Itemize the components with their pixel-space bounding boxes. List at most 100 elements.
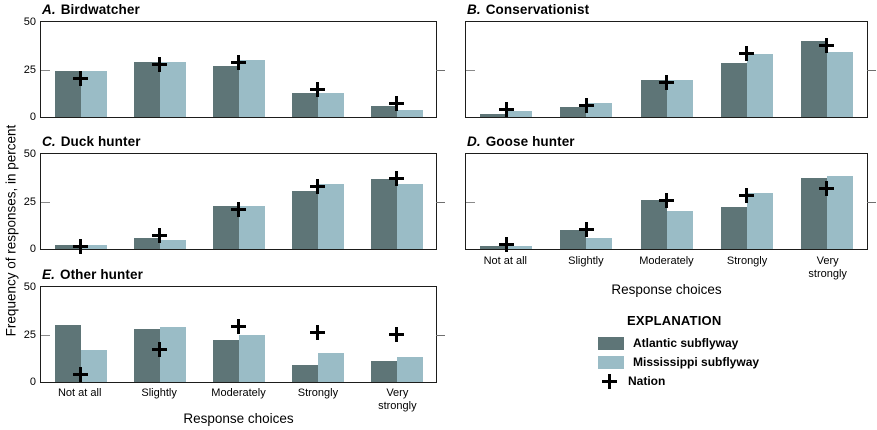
bar-group (199, 154, 278, 249)
bar-atlantic (720, 207, 747, 249)
nation-plus-marker (152, 56, 167, 72)
bar-group (707, 154, 787, 249)
x-category-label: Slightly (568, 255, 604, 267)
bar-pair (370, 179, 423, 249)
bar-pair (640, 79, 693, 117)
panel-d-title: D. Goose hunter (467, 134, 575, 149)
y-tick-mark (436, 334, 445, 336)
bar-pair (291, 92, 344, 117)
bar-pair (640, 199, 693, 249)
nation-plus-marker (231, 54, 246, 70)
bar-pair (480, 111, 533, 117)
bar-pair (370, 105, 423, 117)
bar-mississippi (396, 183, 423, 249)
bar-group (199, 287, 278, 382)
x-category-label: Very strongly (808, 255, 847, 280)
bar-group (120, 22, 199, 117)
nation-plus-marker (73, 367, 88, 383)
x-category-label: Strongly (726, 255, 768, 267)
bar-mississippi (238, 60, 265, 117)
legend-item-atlantic: Atlantic subflyway (598, 336, 808, 350)
nation-plus-marker (498, 102, 514, 118)
nation-plus-marker (152, 227, 167, 243)
y-tick-mark (41, 201, 50, 203)
y-tick-label: 50 (23, 281, 36, 293)
bar-atlantic (291, 191, 318, 249)
bar-atlantic (212, 206, 239, 249)
bar-pair (800, 40, 853, 117)
x-category-label: Moderately (639, 255, 694, 267)
bar-group (357, 287, 436, 382)
panel-title-text: Birdwatcher (60, 2, 140, 17)
y-tick-mark (41, 69, 50, 71)
bar-group (278, 22, 357, 117)
y-tick-mark (867, 201, 876, 203)
plot-other-hunter: 50 25 0 (24, 281, 445, 388)
panel-a-title: A. Birdwatcher (42, 2, 140, 17)
bar-atlantic (800, 40, 827, 117)
legend-item-mississippi: Mississippi subflyway (598, 355, 808, 369)
bar-atlantic (133, 62, 160, 117)
bar-mississippi (506, 111, 533, 117)
panel-title-text: Conservationist (485, 2, 590, 17)
y-tick-label: 0 (29, 111, 36, 123)
bar-mississippi (80, 350, 107, 382)
bar-mississippi (586, 237, 613, 249)
bar-atlantic (291, 365, 318, 382)
nation-plus-marker (819, 37, 835, 53)
nation-plus-marker (389, 170, 404, 186)
x-category-label: Strongly (297, 387, 339, 399)
bar-atlantic (54, 245, 81, 249)
bar-group (278, 287, 357, 382)
bar-atlantic (480, 114, 507, 117)
x-axis-title-e: Response choices (183, 411, 294, 426)
bar-pair (54, 245, 107, 249)
y-tick-label: 25 (23, 195, 36, 208)
y-axis-title: Frequency of responses, in percent (3, 124, 19, 337)
bar-pair (133, 62, 186, 117)
nation-plus-marker (578, 221, 594, 237)
bar-pair (560, 230, 613, 249)
legend: EXPLANATION Atlantic subflyway Mississip… (598, 313, 808, 389)
bar-mississippi (396, 356, 423, 382)
y-tick-mark (41, 334, 50, 336)
nation-plus-marker (498, 236, 514, 252)
bar-atlantic (54, 325, 81, 382)
bar-mississippi (159, 239, 186, 249)
nation-plus-marker (231, 201, 246, 217)
bar-pair (212, 334, 265, 382)
nation-plus-marker (819, 181, 835, 197)
y-tick-mark (466, 69, 475, 71)
bar-mississippi (159, 62, 186, 117)
bar-group (707, 22, 787, 117)
bar-mississippi (80, 245, 107, 249)
bar-group (546, 154, 626, 249)
nation-plus-marker (578, 98, 594, 114)
bar-atlantic (133, 237, 160, 249)
bar-pair (291, 183, 344, 249)
legend-item-label: Atlantic subflyway (633, 336, 739, 350)
y-tick-mark (867, 69, 876, 71)
bar-mississippi (666, 79, 693, 117)
bar-group (626, 22, 706, 117)
x-category-label: Not at all (57, 387, 102, 399)
bar-pair (370, 356, 423, 382)
panel-b-title: B. Conservationist (467, 2, 589, 17)
nation-plus-marker (152, 341, 167, 357)
nation-plus-marker (659, 75, 674, 91)
plus-marker-icon (602, 373, 617, 389)
x-category-slot: Not at all (465, 255, 546, 281)
bar-atlantic (720, 63, 747, 117)
x-category-slot: Slightly (119, 387, 198, 413)
bar-mississippi (159, 327, 186, 382)
bar-pair (54, 325, 107, 382)
bar-group (41, 22, 120, 117)
bar-atlantic (370, 360, 397, 382)
bar-pair (720, 193, 773, 249)
nation-plus-marker (231, 318, 246, 334)
y-tick-label: 50 (23, 148, 36, 160)
panel-c-title: C. Duck hunter (42, 134, 141, 149)
y-tick-label: 25 (23, 328, 36, 341)
x-category-slot: Not at all (40, 387, 119, 413)
bar-mississippi (317, 92, 344, 117)
